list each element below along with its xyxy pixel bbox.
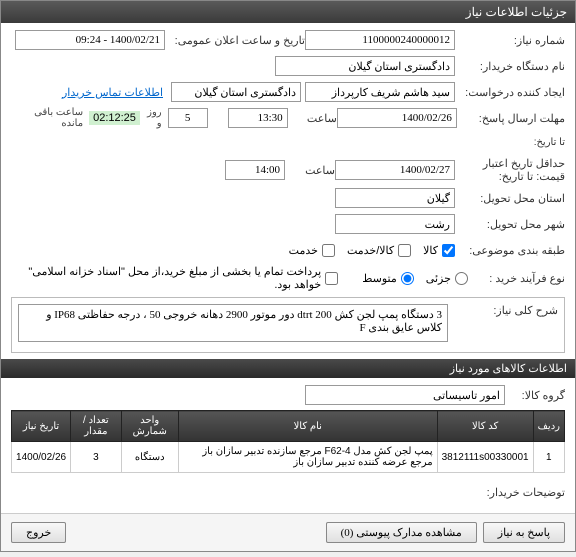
creator-label: ایجاد کننده درخواست:	[455, 86, 565, 99]
proc-mid-wrap: متوسط	[362, 272, 414, 285]
proc-low-radio[interactable]	[455, 272, 468, 285]
th-qty: تعداد / مقدار	[71, 411, 122, 442]
days-count-input[interactable]	[168, 108, 208, 128]
th-unit: واحد شمارش	[121, 411, 178, 442]
desc-group: شرح کلی نیاز:	[11, 297, 565, 353]
cell-qty: 3	[71, 442, 122, 473]
city-input[interactable]	[335, 214, 455, 234]
category-label: طبقه بندی موضوعی:	[455, 244, 565, 257]
desc-label: شرح کلی نیاز:	[448, 304, 558, 317]
validity-date-input[interactable]	[335, 160, 455, 180]
payment-note-wrap: پرداخت تمام یا بخشی از مبلغ خرید،از محل …	[23, 265, 338, 291]
table-header-row: ردیف کد کالا نام کالا واحد شمارش تعداد /…	[12, 411, 565, 442]
cat-goods-checkbox[interactable]	[442, 244, 455, 257]
group-input[interactable]	[305, 385, 505, 405]
items-table: ردیف کد کالا نام کالا واحد شمارش تعداد /…	[11, 410, 565, 473]
validity-label: حداقل تاریخ اعتبار قیمت: تا تاریخ:	[455, 157, 565, 183]
deadline-time-input[interactable]	[228, 108, 288, 128]
validity-time-input[interactable]	[225, 160, 285, 180]
creator-org-input[interactable]	[171, 82, 301, 102]
creator-name-input[interactable]	[305, 82, 455, 102]
remaining-time: 02:12:25	[89, 111, 140, 125]
desc-textarea[interactable]	[18, 304, 448, 342]
proc-mid-label: متوسط	[362, 272, 397, 285]
need-number-input[interactable]	[305, 30, 455, 50]
th-name: نام کالا	[178, 411, 437, 442]
cat-goods-service-checkbox[interactable]	[398, 244, 411, 257]
time-label-1: ساعت	[288, 112, 337, 125]
th-code: کد کالا	[437, 411, 533, 442]
cat-goods-label: کالا	[423, 244, 438, 257]
buyer-org-input[interactable]	[275, 56, 455, 76]
cat-goods-wrap: کالا	[423, 244, 455, 257]
cell-idx: 1	[533, 442, 564, 473]
details-panel: جزئیات اطلاعات نیاز شماره نیاز: تاریخ و …	[0, 0, 576, 552]
proc-low-label: جزئی	[426, 272, 451, 285]
buyer-org-label: نام دستگاه خریدار:	[455, 60, 565, 73]
table-row[interactable]: 1 3812111s00330001 پمپ لجن کش مدل F62-4 …	[12, 442, 565, 473]
announce-input[interactable]	[15, 30, 165, 50]
exit-button[interactable]: خروج	[11, 522, 66, 543]
time-label-2: ساعت	[285, 164, 335, 177]
reply-button[interactable]: پاسخ به نیاز	[483, 522, 565, 543]
th-idx: ردیف	[533, 411, 564, 442]
process-label: نوع فرآیند خرید :	[468, 272, 565, 285]
deadline-date-input[interactable]	[337, 108, 457, 128]
cat-service-label: خدمت	[289, 244, 318, 257]
province-input[interactable]	[335, 188, 455, 208]
proc-low-wrap: جزئی	[426, 272, 468, 285]
buttons-row: پاسخ به نیاز مشاهده مدارک پیوستی (0) خرو…	[1, 513, 575, 551]
city-label: شهر محل تحویل:	[455, 218, 565, 231]
buyer-desc-label: توضیحات خریدار:	[455, 486, 565, 499]
remaining-label: ساعت باقی مانده	[11, 107, 83, 129]
buyer-info-link[interactable]: اطلاعات تماس خریدار	[62, 86, 163, 99]
cat-goods-service-label: کالا/خدمت	[347, 244, 394, 257]
need-number-label: شماره نیاز:	[455, 34, 565, 47]
items-section-header: اطلاعات کالاهای مورد نیاز	[1, 359, 575, 378]
panel-title: جزئیات اطلاعات نیاز	[1, 1, 575, 23]
to-date-label: تا تاریخ:	[455, 137, 565, 148]
days-label: روز و	[140, 107, 162, 129]
province-label: استان محل تحویل:	[455, 192, 565, 205]
announce-label: تاریخ و ساعت اعلان عمومی:	[165, 34, 305, 47]
th-date: تاریخ نیاز	[12, 411, 71, 442]
cell-unit: دستگاه	[121, 442, 178, 473]
cell-code: 3812111s00330001	[437, 442, 533, 473]
attachments-button[interactable]: مشاهده مدارک پیوستی (0)	[326, 522, 477, 543]
payment-note: پرداخت تمام یا بخشی از مبلغ خرید،از محل …	[23, 265, 321, 291]
cat-service-checkbox[interactable]	[322, 244, 335, 257]
proc-mid-radio[interactable]	[401, 272, 414, 285]
cat-goods-service-wrap: کالا/خدمت	[347, 244, 411, 257]
group-label: گروه کالا:	[505, 389, 565, 402]
deadline-label: مهلت ارسال پاسخ:	[457, 112, 565, 125]
form-content: شماره نیاز: تاریخ و ساعت اعلان عمومی: نا…	[1, 23, 575, 513]
cell-name: پمپ لجن کش مدل F62-4 مرجع سازنده تدبیر س…	[178, 442, 437, 473]
cat-service-wrap: خدمت	[289, 244, 335, 257]
payment-checkbox[interactable]	[325, 272, 338, 285]
cell-date: 1400/02/26	[12, 442, 71, 473]
